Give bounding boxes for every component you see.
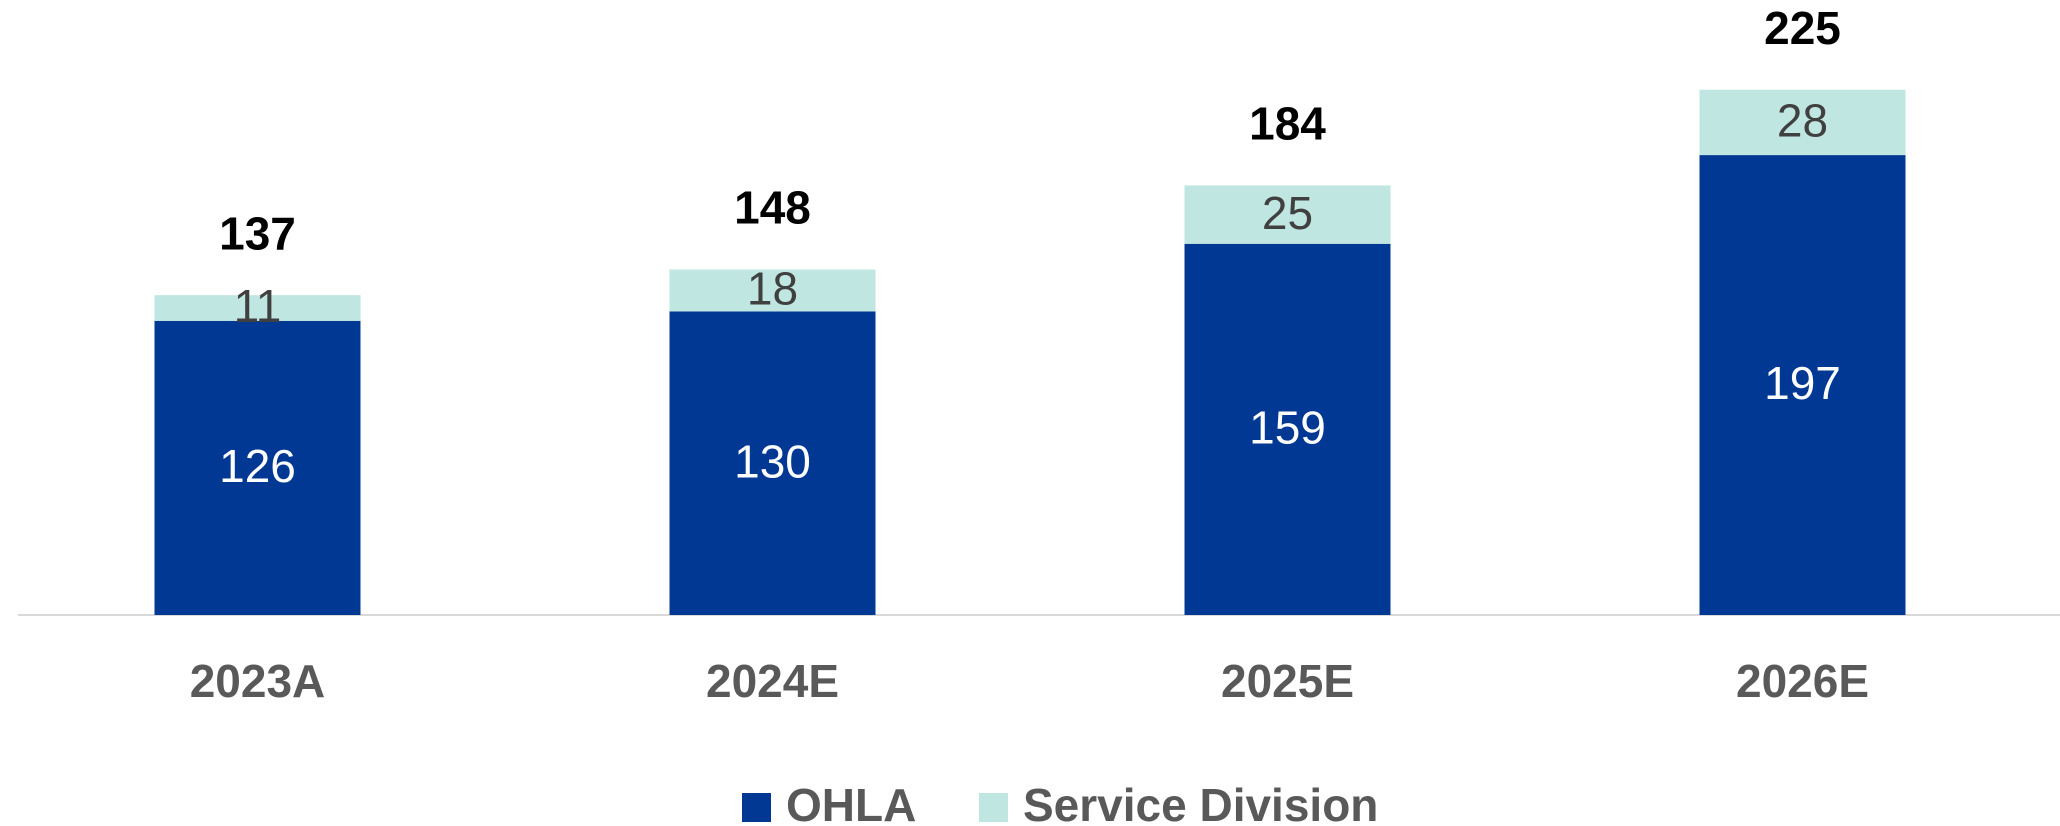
- total-label: 184: [1249, 98, 1326, 150]
- x-tick-label: 2026E: [1736, 655, 1869, 707]
- x-tick-label: 2023A: [190, 655, 326, 707]
- data-label: 11: [234, 280, 282, 332]
- bar-segment: [1699, 89, 1906, 156]
- legend-label: Service Division: [1023, 779, 1378, 826]
- x-tick-label: 2025E: [1221, 655, 1354, 707]
- data-label: 197: [1764, 357, 1841, 409]
- bar-segment: [1184, 185, 1391, 244]
- bar-segment: [669, 269, 876, 312]
- legend-swatch: [979, 793, 1008, 822]
- legend-swatch: [742, 793, 771, 822]
- total-label: 148: [734, 182, 811, 234]
- data-label: 159: [1249, 402, 1326, 454]
- total-label: 137: [219, 207, 296, 259]
- data-label: 25: [1262, 187, 1313, 239]
- x-tick-label: 2024E: [706, 655, 839, 707]
- total-label: 225: [1764, 2, 1841, 54]
- data-label: 28: [1777, 95, 1828, 147]
- bar-segment: [154, 295, 361, 321]
- data-label: 18: [747, 263, 798, 315]
- bar-segment: [1184, 243, 1391, 616]
- data-label: 130: [734, 435, 811, 487]
- legend-label: OHLA: [786, 779, 916, 826]
- bar-segment: [154, 320, 361, 615]
- bar-segment: [669, 311, 876, 615]
- data-label: 126: [219, 440, 296, 492]
- bar-segment: [1699, 155, 1906, 616]
